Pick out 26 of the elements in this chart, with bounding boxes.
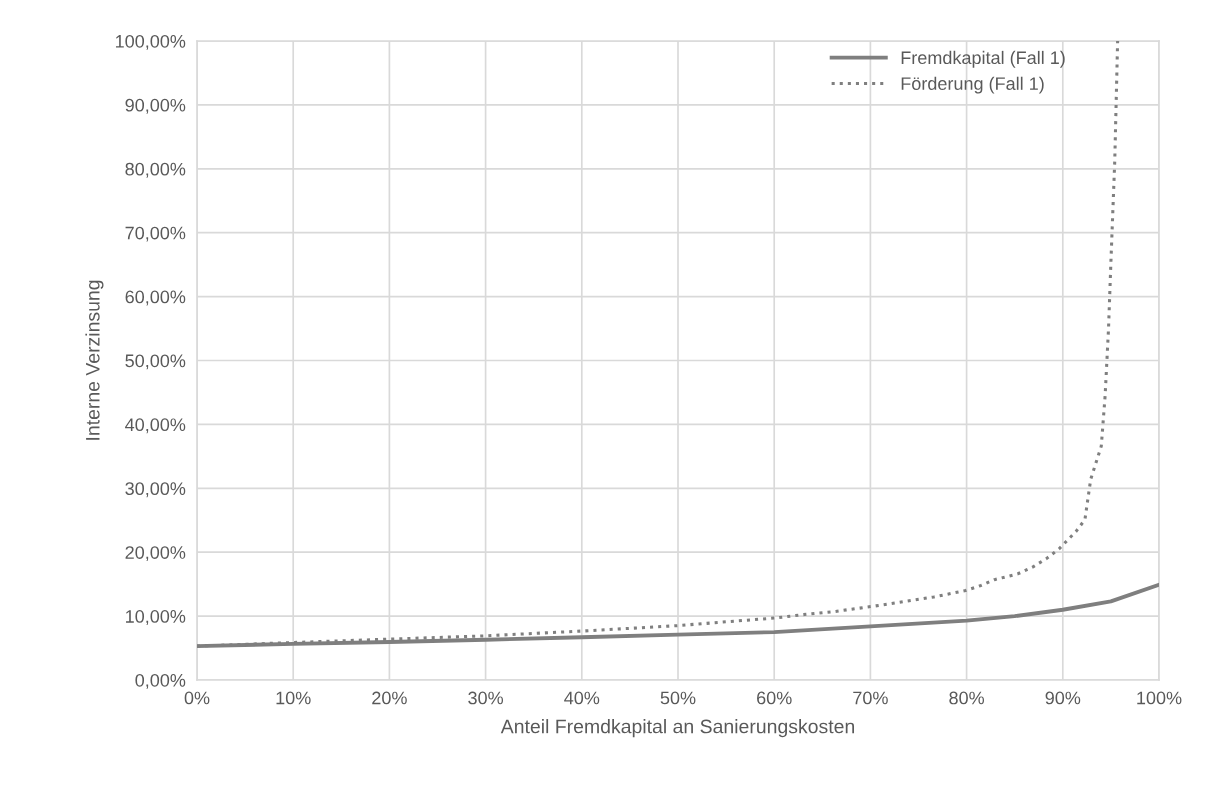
x-tick-label: 80%	[949, 691, 985, 705]
x-tick-label: 40%	[564, 691, 600, 705]
y-tick-label: 50,00%	[125, 354, 186, 370]
y-tick-label: 20,00%	[125, 546, 186, 562]
x-tick-label: 100%	[1137, 691, 1182, 705]
x-tick-label: 20%	[372, 691, 407, 705]
y-tick-label: 70,00%	[125, 226, 186, 242]
y-tick-label: 30,00%	[125, 482, 186, 498]
x-tick-label: 30%	[468, 691, 504, 705]
x-axis-title: Anteil Fremdkapital an Sanierungskosten	[500, 719, 855, 738]
x-tick-label: 50%	[660, 691, 696, 705]
legend-label: Fremdkapital (Fall 1)	[901, 50, 1065, 68]
x-tick-label: 60%	[757, 691, 792, 705]
legend-label: Förderung (Fall 1)	[901, 76, 1044, 94]
x-tick-label: 90%	[1045, 691, 1081, 705]
y-tick-label: 10,00%	[126, 610, 186, 625]
y-tick-label: 90,00%	[125, 98, 186, 114]
y-tick-label: 100,00%	[115, 34, 186, 50]
y-tick-label: 40,00%	[125, 418, 186, 434]
y-tick-label: 80,00%	[125, 162, 186, 178]
x-tick-label: 70%	[853, 691, 888, 705]
y-axis-title: Interne Verzinsung	[85, 280, 104, 440]
y-tick-label: 60,00%	[125, 290, 186, 306]
x-tick-label: 10%	[276, 691, 311, 705]
x-tick-label: 0%	[184, 691, 210, 705]
y-tick-label: 0,00%	[135, 673, 186, 689]
